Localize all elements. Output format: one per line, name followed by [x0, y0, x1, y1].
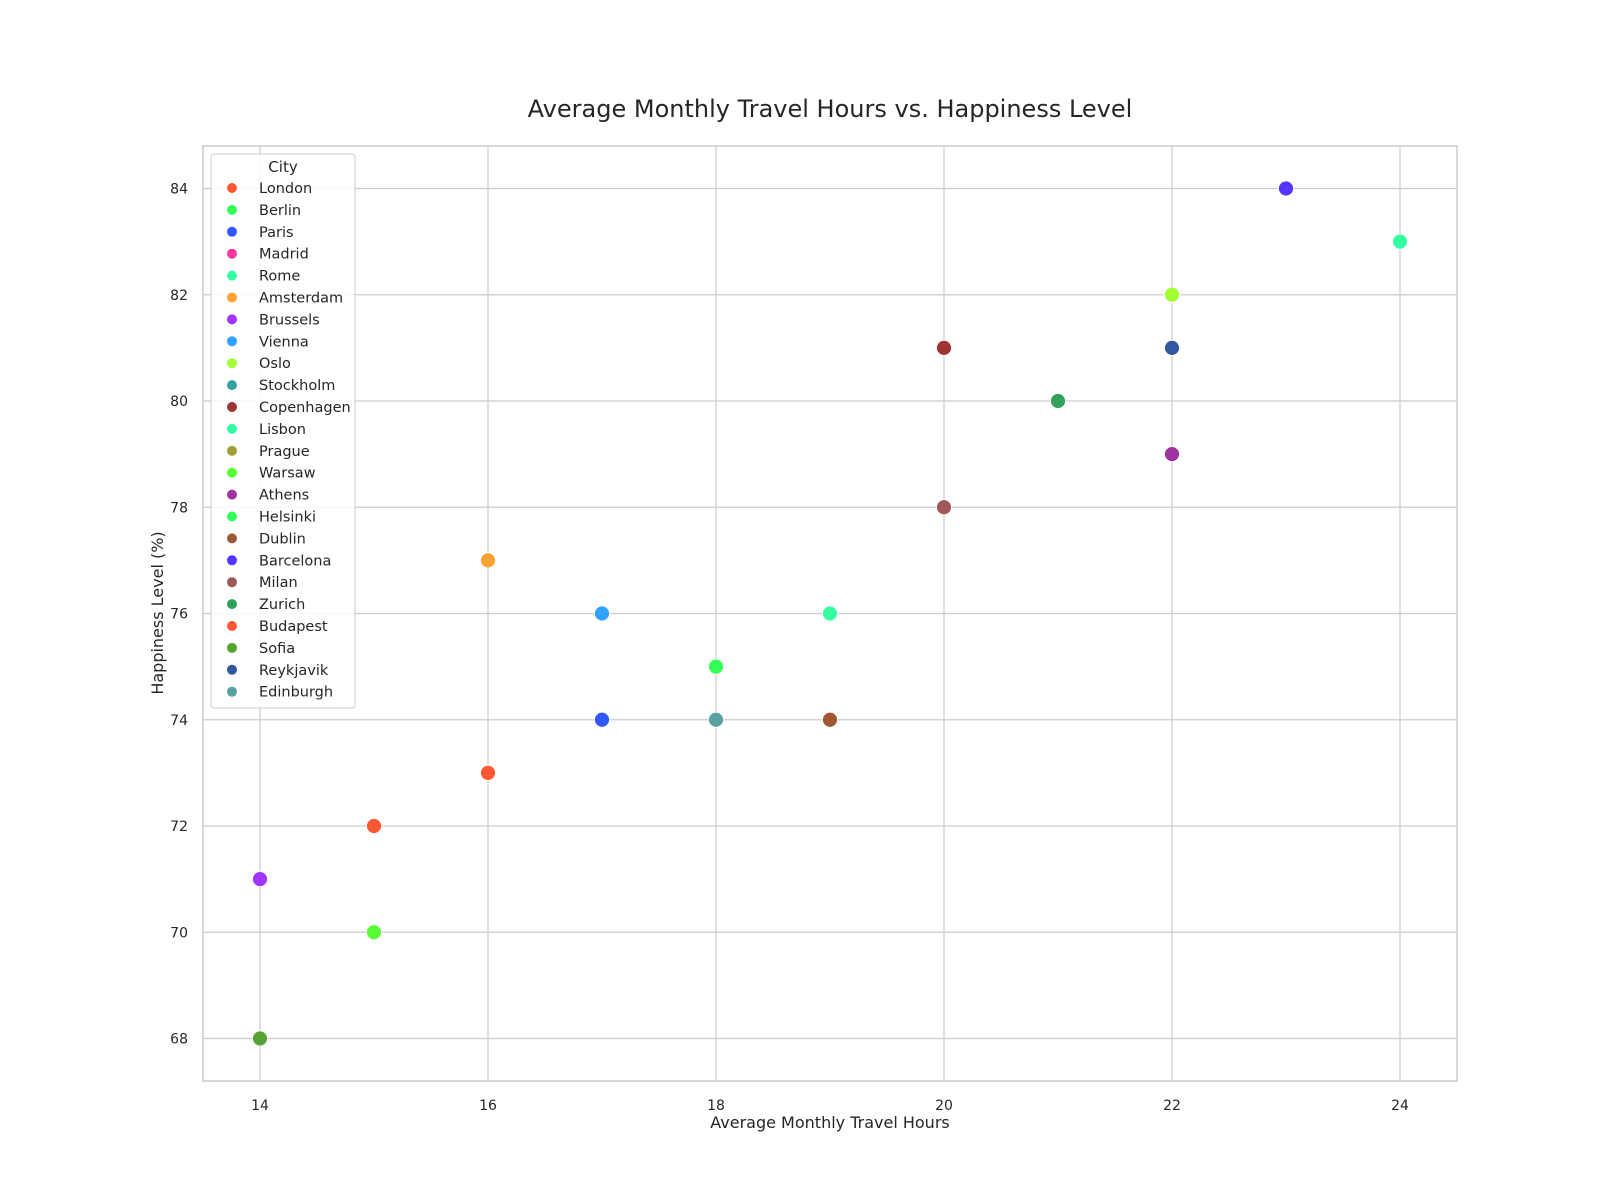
legend-label: Madrid — [259, 247, 309, 263]
legend-label: Prague — [259, 444, 310, 460]
legend-label: Dublin — [259, 531, 306, 547]
legend-box — [210, 153, 356, 709]
legend-marker — [227, 467, 237, 478]
legend-label: Reykjavik — [259, 663, 329, 679]
legend-marker — [227, 402, 237, 412]
legend-marker — [227, 226, 237, 237]
legend-label: Lisbon — [259, 422, 306, 438]
legend-label: Warsaw — [259, 466, 316, 482]
x-tick-label: 24 — [1391, 1098, 1409, 1114]
legend-marker — [227, 664, 237, 675]
x-tick-label: 16 — [479, 1098, 497, 1114]
legend-label: Copenhagen — [259, 400, 351, 416]
legend-label: Sofia — [259, 641, 295, 657]
legend-label: Barcelona — [259, 553, 331, 569]
legend-title: City — [268, 158, 298, 176]
legend-marker — [227, 511, 237, 522]
chart-title: Average Monthly Travel Hours vs. Happine… — [528, 95, 1133, 123]
x-axis-label: Average Monthly Travel Hours — [710, 1113, 949, 1132]
point-layer — [252, 180, 1408, 1047]
data-point — [936, 339, 952, 356]
legend-marker — [227, 183, 237, 193]
legend-label: Milan — [259, 575, 298, 591]
tick-layer: 14 16 18 20 22 24 68 70 72 74 76 78 80 82 84 — [170, 182, 1409, 1115]
legend-label: Athens — [259, 488, 309, 504]
data-point — [1050, 393, 1066, 409]
data-point — [594, 711, 610, 728]
data-point — [366, 818, 382, 834]
x-tick-label: 20 — [935, 1098, 953, 1114]
legend-marker — [227, 423, 237, 434]
legend-marker — [227, 621, 237, 631]
legend-marker — [227, 292, 237, 303]
legend-marker — [227, 336, 237, 347]
data-point — [822, 605, 838, 622]
y-tick-label: 80 — [170, 394, 188, 410]
data-point — [822, 711, 838, 728]
data-point — [1164, 446, 1180, 463]
legend-marker — [227, 248, 237, 259]
legend-label: Brussels — [259, 312, 320, 328]
data-point — [594, 605, 610, 622]
legend-label: Amsterdam — [259, 291, 343, 307]
legend-marker — [227, 642, 237, 653]
legend-label: London — [259, 181, 312, 197]
data-point — [936, 499, 952, 516]
legend-marker — [227, 445, 237, 456]
x-tick-label: 22 — [1163, 1098, 1181, 1114]
legend-items: London Berlin Paris Madrid Rome Amsterdam Brus… — [227, 181, 351, 701]
y-tick-label: 78 — [170, 500, 188, 516]
x-tick-label: 18 — [707, 1098, 725, 1114]
legend-marker — [227, 380, 237, 391]
y-tick-label: 68 — [170, 1032, 188, 1048]
legend-label: Stockholm — [259, 378, 335, 394]
data-point — [480, 552, 496, 569]
plot-frame — [202, 145, 1458, 1082]
legend-marker — [227, 204, 237, 215]
legend-marker — [227, 555, 237, 566]
legend-marker — [227, 270, 237, 281]
data-point — [708, 711, 724, 728]
data-point — [252, 871, 268, 888]
y-tick-label: 70 — [170, 925, 188, 941]
y-tick-label: 74 — [170, 713, 188, 729]
legend-label: Rome — [259, 269, 300, 285]
legend-marker — [227, 314, 237, 325]
y-tick-label: 76 — [170, 607, 188, 623]
legend-marker — [227, 577, 237, 588]
legend-marker — [227, 686, 237, 697]
legend-marker — [227, 533, 237, 544]
legend-label: Zurich — [259, 597, 305, 613]
legend-label: Oslo — [259, 356, 291, 372]
legend-marker — [227, 358, 237, 369]
data-point — [366, 924, 382, 941]
legend-label: Budapest — [259, 619, 328, 635]
legend-label: Edinburgh — [259, 685, 333, 701]
legend-label: Berlin — [259, 203, 301, 219]
data-point — [1164, 339, 1180, 356]
data-point — [1278, 180, 1294, 197]
legend: City London Berlin Paris Madrid Rome Amsterda… — [210, 153, 356, 709]
data-point — [1392, 233, 1408, 250]
y-tick-label: 82 — [170, 288, 188, 304]
legend-label: Paris — [259, 225, 294, 241]
y-tick-label: 72 — [170, 819, 188, 835]
legend-marker — [227, 599, 237, 610]
data-point — [1164, 286, 1180, 303]
y-tick-label: 84 — [170, 182, 188, 198]
data-point — [708, 658, 724, 675]
y-axis-label: Happiness Level (%) — [148, 531, 167, 694]
legend-label: Helsinki — [259, 510, 316, 526]
legend-marker — [227, 489, 237, 500]
data-point — [252, 1030, 268, 1047]
x-tick-label: 14 — [251, 1098, 269, 1114]
legend-label: Vienna — [259, 334, 309, 350]
data-point — [480, 764, 496, 781]
